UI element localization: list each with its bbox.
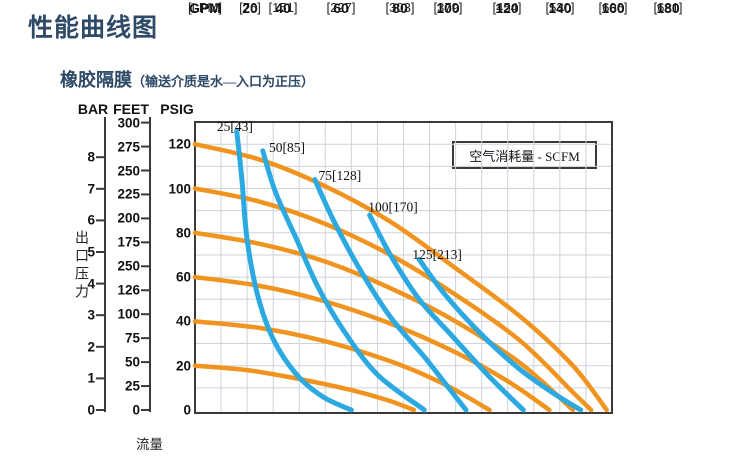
feet-axis-tick: 25 bbox=[124, 378, 140, 394]
psig-axis-tick: 40 bbox=[175, 313, 191, 329]
gpm-tick-label: 160 bbox=[601, 0, 625, 16]
bar-axis-tick: 1 bbox=[87, 370, 95, 386]
gpm-tick-label: GPM bbox=[189, 0, 221, 16]
feet-axis-tick: 100 bbox=[117, 306, 140, 322]
unit-header-feet: FEET bbox=[113, 101, 149, 117]
psig-axis-tick: 100 bbox=[168, 181, 191, 196]
feet-axis-tick: 250 bbox=[117, 258, 140, 274]
flow-axis-label: 流量 bbox=[136, 437, 163, 452]
gpm-tick-label: 40 bbox=[275, 0, 291, 16]
feet-axis-tick: 275 bbox=[117, 139, 140, 155]
lpm-tick-label: [151] bbox=[268, 0, 298, 15]
pressure-axis-label: 出口压力 bbox=[73, 230, 88, 302]
feet-axis-tick: 126 bbox=[117, 282, 140, 298]
bar-axis-tick: 8 bbox=[87, 149, 95, 165]
gpm-tick-label: 100 bbox=[436, 0, 460, 16]
bar-axis-tick: 6 bbox=[87, 212, 95, 228]
gpm-tick-label: 60 bbox=[333, 0, 349, 16]
gpm-tick-label: 120 bbox=[495, 0, 519, 16]
feet-axis-tick: 75 bbox=[124, 330, 140, 346]
product-type-label: 橡胶隔膜 bbox=[60, 70, 132, 90]
subtitle: 橡胶隔膜（输送介质是水—入口为正压） bbox=[60, 66, 314, 92]
air-125scfm-curve bbox=[416, 256, 584, 413]
water-60psig-curve bbox=[192, 274, 552, 413]
feet-axis-tick: 50 bbox=[124, 354, 140, 370]
water-100psig-curve bbox=[192, 186, 594, 413]
page-title: 性能曲线图 bbox=[28, 15, 159, 42]
psig-axis-tick: 60 bbox=[175, 269, 191, 285]
feet-axis-tick: 225 bbox=[117, 186, 140, 202]
lpm-tick-label: [303] bbox=[385, 0, 415, 15]
air-curve-label: 100[170] bbox=[368, 199, 418, 214]
plot-frame bbox=[194, 121, 613, 414]
feet-axis-tick: 175 bbox=[117, 234, 140, 250]
lpm-tick-label: [530] bbox=[545, 0, 575, 15]
lpm-tick-label: [681] bbox=[653, 0, 683, 15]
feet-axis-tick: 300 bbox=[117, 115, 140, 131]
air-curve-label: 50[85] bbox=[269, 140, 305, 155]
lpm-tick-label: [76] bbox=[239, 0, 261, 15]
air-curve-label: 125[213] bbox=[412, 247, 462, 262]
gpm-tick-label: 80 bbox=[392, 0, 408, 16]
unit-header-psig: PSIG bbox=[160, 101, 194, 117]
psig-axis-tick: 20 bbox=[175, 358, 191, 374]
feet-axis-tick: 200 bbox=[117, 210, 140, 226]
bar-axis-tick: 7 bbox=[87, 181, 95, 197]
feet-axis-tick: 250 bbox=[117, 163, 140, 178]
subtitle-note: （输送介质是水—入口为正压） bbox=[132, 74, 315, 89]
gpm-tick-label: 140 bbox=[548, 0, 572, 16]
lpm-tick-label: [227] bbox=[326, 0, 356, 15]
psig-axis-tick: 120 bbox=[168, 136, 191, 152]
legend-box: 空气消耗量 - SCFM bbox=[452, 141, 597, 169]
lpm-tick-label: [379] bbox=[433, 0, 463, 15]
bar-axis-tick: 2 bbox=[87, 339, 95, 355]
gpm-tick-label: 180 bbox=[656, 0, 680, 16]
psig-axis-tick: 0 bbox=[183, 402, 191, 418]
air-50scfm-curve bbox=[260, 148, 427, 413]
lpm-tick-label: [LPM] bbox=[188, 0, 222, 15]
bar-axis-tick: 5 bbox=[87, 244, 95, 260]
lpm-tick-label: [606] bbox=[598, 0, 628, 15]
air-curve-label: 25[43] bbox=[217, 119, 253, 134]
lpm-tick-label: [454] bbox=[492, 0, 522, 15]
bar-axis-tick: 4 bbox=[87, 276, 95, 292]
feet-axis-tick: 0 bbox=[132, 402, 140, 418]
psig-axis-tick: 80 bbox=[175, 225, 191, 241]
air-25scfm-curve bbox=[234, 128, 354, 413]
bar-axis-tick: 0 bbox=[87, 402, 95, 418]
unit-header-bar: BAR bbox=[77, 101, 109, 117]
air-75scfm-curve bbox=[312, 177, 469, 413]
air-curve-label: 75[128] bbox=[319, 168, 362, 183]
gpm-tick-label: 20 bbox=[242, 0, 258, 16]
water-20psig-curve bbox=[192, 363, 417, 413]
water-80psig-curve bbox=[192, 230, 576, 413]
bar-axis-tick: 3 bbox=[87, 307, 95, 323]
air-100scfm-curve bbox=[367, 212, 526, 413]
legend-label: 空气消耗量 - SCFM bbox=[469, 148, 580, 164]
